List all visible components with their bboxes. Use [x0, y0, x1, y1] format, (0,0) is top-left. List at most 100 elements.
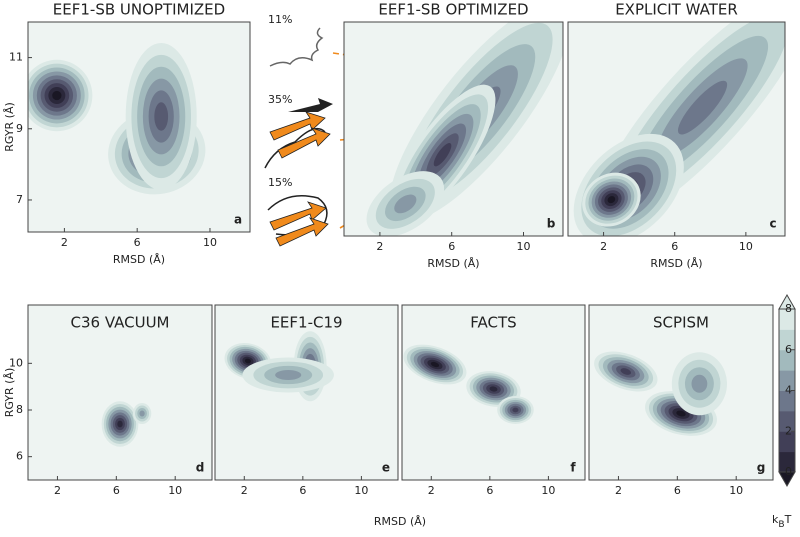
- colorbar-band: [779, 370, 795, 391]
- contour: [139, 410, 145, 417]
- colorbar-tick-label: 6: [785, 343, 792, 356]
- x-tick-label: 2: [54, 484, 61, 497]
- label-part: B: [778, 520, 784, 530]
- percent: 15%: [268, 176, 292, 189]
- strand: [269, 201, 327, 231]
- label-part: T: [784, 513, 792, 526]
- panel-frame: [567, 21, 786, 237]
- panel-frame: [343, 21, 564, 237]
- y-tick-label: 8: [16, 403, 23, 416]
- y-tick-label: 7: [16, 193, 23, 206]
- panel-title: SCPISM: [653, 314, 709, 332]
- colorbar-band: [779, 390, 795, 412]
- x-tick-label: 2: [600, 240, 607, 253]
- x-tick-label: 2: [61, 236, 68, 249]
- contour: [512, 407, 519, 413]
- contour: [430, 361, 440, 368]
- panel-frame: [401, 304, 586, 481]
- panel-bg: [28, 305, 212, 480]
- x-tick-label: 6: [299, 484, 306, 497]
- x-tick-label: 6: [671, 240, 678, 253]
- colorbar-label: kBT: [772, 513, 792, 530]
- x-axis-label: RMSD (Å): [427, 257, 479, 270]
- contour: [275, 370, 302, 380]
- coil: [264, 127, 326, 169]
- x-axis-label: RMSD (Å): [113, 253, 165, 266]
- x-tick-label: 2: [615, 484, 622, 497]
- panel-title: EEF1-SB UNOPTIMIZED: [53, 1, 225, 19]
- x-tick-label: 10: [517, 240, 531, 253]
- panel-letter: b: [547, 217, 556, 231]
- x-tick-label: 2: [241, 484, 248, 497]
- contour: [691, 374, 708, 393]
- contour: [677, 80, 728, 135]
- panel-frame: [27, 21, 251, 233]
- strand: [277, 127, 331, 159]
- colorbar-tick-label: 2: [785, 424, 792, 437]
- percent: 11%: [268, 13, 292, 26]
- density: [224, 331, 334, 402]
- colorbar-band: [779, 410, 795, 432]
- contour: [244, 358, 251, 364]
- panel-letter: c: [769, 217, 776, 231]
- density: [101, 401, 152, 447]
- x-tick-label: 6: [486, 484, 493, 497]
- colorbar-band: [779, 431, 795, 453]
- contour: [607, 196, 616, 204]
- colorbar-tick-label: 4: [785, 384, 792, 397]
- strand: [275, 217, 329, 247]
- x-tick-label: 10: [541, 484, 555, 497]
- panel-title: EXPLICIT WATER: [615, 1, 738, 19]
- x-tick-label: 6: [134, 236, 141, 249]
- x-tick-label: 6: [113, 484, 120, 497]
- contour: [117, 420, 123, 428]
- y-tick-label: 10: [9, 356, 23, 369]
- x-tick-label: 10: [203, 236, 217, 249]
- strand: [269, 111, 326, 141]
- panel-title: FACTS: [470, 314, 516, 332]
- contour: [620, 368, 632, 375]
- panel-title: EEF1-SB OPTIMIZED: [378, 1, 528, 19]
- x-tick-label: 10: [168, 484, 182, 497]
- panel-title: EEF1-C19: [270, 314, 342, 332]
- colorbar-tick-label: 8: [785, 302, 792, 315]
- panel-frame: [214, 304, 399, 481]
- panel-title: C36 VACUUM: [70, 314, 169, 332]
- density: [366, 22, 563, 236]
- x-tick-label: 10: [739, 240, 753, 253]
- colorbar-band: [779, 309, 795, 330]
- y-axis-label: RGYR (Å): [3, 368, 16, 418]
- x-tick-label: 10: [354, 484, 368, 497]
- contour: [489, 386, 498, 392]
- x-tick-label: 10: [729, 484, 743, 497]
- coil: [269, 27, 324, 67]
- colorbar-band: [779, 451, 795, 473]
- density: [403, 344, 534, 424]
- percent: 35%: [268, 93, 292, 106]
- y-axis-label: RGYR (Å): [3, 102, 16, 152]
- panel-frame: [588, 304, 774, 481]
- contour: [433, 143, 452, 167]
- panel-letter: e: [382, 461, 390, 475]
- panel-letter: g: [757, 461, 766, 475]
- contour: [676, 410, 686, 417]
- panel-letter: f: [570, 461, 576, 475]
- density: [573, 22, 785, 236]
- contour: [52, 90, 62, 101]
- colorbar-band: [779, 349, 795, 371]
- panel-letter: d: [196, 461, 205, 475]
- x-axis-label: RMSD (Å): [650, 257, 702, 270]
- colorbar-band: [779, 329, 795, 351]
- colorbar-tick-label: 0: [785, 465, 792, 478]
- y-tick-label: 11: [9, 51, 23, 64]
- panel-frame: [27, 304, 213, 481]
- contour: [154, 102, 169, 131]
- x-tick-label: 2: [376, 240, 383, 253]
- density: [594, 351, 728, 436]
- x-tick-label: 6: [448, 240, 455, 253]
- x-tick-label: 6: [674, 484, 681, 497]
- panel-letter: a: [234, 213, 242, 227]
- x-tick-label: 2: [428, 484, 435, 497]
- density: [28, 43, 206, 195]
